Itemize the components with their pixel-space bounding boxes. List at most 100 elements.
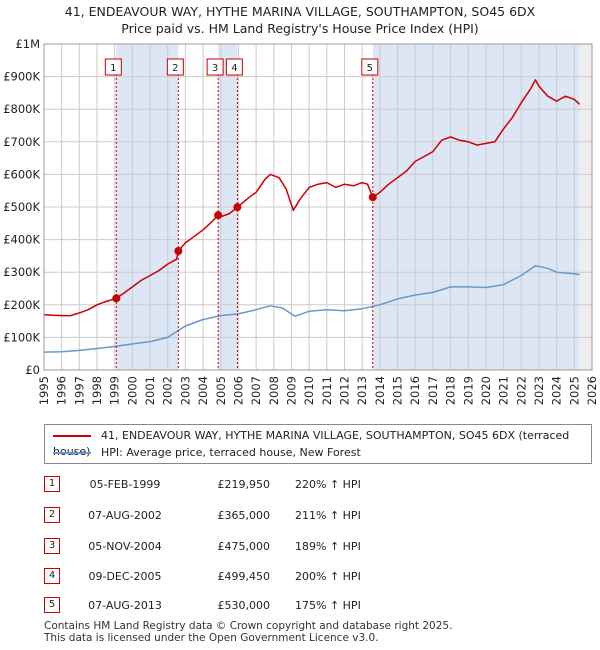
axes: £0 £100K £200K £300K £400K £500K £600K £700K £80… <box>3 37 599 405</box>
sale-2-badge-label: 2 <box>172 63 178 74</box>
x-tick-label: 2014 <box>373 376 387 405</box>
y-tick-label: £1M <box>15 37 40 51</box>
x-tick-label: 2006 <box>231 376 245 405</box>
x-tick-label: 2018 <box>444 376 458 405</box>
x-tick-label: 1997 <box>72 376 86 405</box>
plot-frame <box>43 43 593 371</box>
sale-hpi: 189% ↑ HPI <box>295 540 361 553</box>
legend-hpi-swatch <box>53 452 91 454</box>
sale-5-badge-label: 5 <box>367 63 373 74</box>
sale-price: £365,000 <box>217 509 271 522</box>
y-tick-label: £0 <box>25 363 40 377</box>
x-tick-label: 2017 <box>426 376 440 405</box>
x-tick-label: 2019 <box>461 376 475 405</box>
x-tick-label: 2009 <box>284 376 298 405</box>
y-tick-label: £200K <box>3 298 40 312</box>
y-tick-label: £700K <box>3 135 40 149</box>
footer-line-2: This data is licensed under the Open Gov… <box>44 632 379 644</box>
legend: 41, ENDEAVOUR WAY, HYTHE MARINA VILLAGE,… <box>44 424 592 464</box>
y-tick-label: £100K <box>3 330 40 344</box>
sale-date: 05-FEB-1999 <box>89 478 161 491</box>
sale-row-5: 5 07-AUG-2013 £530,000 175% ↑ HPI <box>0 595 600 619</box>
sale-badge: 5 <box>44 597 60 613</box>
sale-price: £219,950 <box>217 478 271 491</box>
sale-row-2: 2 07-AUG-2002 £365,000 211% ↑ HPI <box>0 505 600 529</box>
title-line-2: Price paid vs. HM Land Registry's House … <box>121 21 479 36</box>
y-tick-label: £600K <box>3 167 40 181</box>
sale-5-badge-box <box>361 58 379 76</box>
x-tick-label: 2013 <box>355 376 369 405</box>
sale-1-badge-label: 1 <box>110 63 116 74</box>
y-tick-label: £300K <box>3 265 40 279</box>
sale-hpi: 175% ↑ HPI <box>295 599 361 612</box>
sale-3-badge-box <box>206 58 224 76</box>
x-tick-label: 2022 <box>514 376 528 405</box>
sale-hpi: 220% ↑ HPI <box>295 478 361 491</box>
sale-3-badge-label: 3 <box>212 63 218 74</box>
x-tick-label: 2012 <box>338 376 352 405</box>
price-chart: 1 2 3 4 5 £0 £100K £200K £300K £400K £500K £600K £7… <box>3 37 599 405</box>
series-lines <box>43 79 581 353</box>
sale-price: £475,000 <box>217 540 271 553</box>
sale-5-marker <box>368 193 377 202</box>
legend-price-label: 41, ENDEAVOUR WAY, HYTHE MARINA VILLAGE,… <box>53 429 570 458</box>
footer-line-1: Contains HM Land Registry data © Crown c… <box>44 620 453 632</box>
y-tick-label: £500K <box>3 200 40 214</box>
sale-badge: 4 <box>44 568 60 584</box>
x-tick-label: 2026 <box>585 376 599 405</box>
legend-hpi-label: HPI: Average price, terraced house, New … <box>101 446 361 459</box>
x-tick-label: 2025 <box>567 376 581 405</box>
x-tick-label: 2007 <box>249 376 263 405</box>
x-tick-label: 2023 <box>532 376 546 405</box>
sale-badge: 3 <box>44 538 60 554</box>
sale-2-marker <box>174 247 183 256</box>
sale-4-badge-label: 4 <box>231 63 237 74</box>
x-tick-label: 1998 <box>90 376 104 405</box>
sale-date: 07-AUG-2013 <box>88 599 162 612</box>
sale-3-marker <box>214 211 223 220</box>
sale-date: 07-AUG-2002 <box>88 509 162 522</box>
sale-row-1: 1 05-FEB-1999 £219,950 220% ↑ HPI <box>0 474 600 498</box>
sale-row-3: 3 05-NOV-2004 £475,000 189% ↑ HPI <box>0 536 600 560</box>
sale-row-4: 4 09-DEC-2005 £499,450 200% ↑ HPI <box>0 566 600 590</box>
x-tick-label: 2004 <box>196 376 210 405</box>
sale-1-marker <box>112 294 121 303</box>
sale-4-marker <box>233 203 242 212</box>
sale-price: £530,000 <box>217 599 271 612</box>
sale-markers: 1 2 3 4 5 <box>104 58 379 370</box>
x-tick-label: 2001 <box>143 376 157 405</box>
hpi-line <box>43 264 580 353</box>
y-tick-label: £400K <box>3 233 40 247</box>
sale-badge: 2 <box>44 507 60 523</box>
legend-item-price: 41, ENDEAVOUR WAY, HYTHE MARINA VILLAGE,… <box>53 428 591 458</box>
sale-badge: 1 <box>44 476 60 492</box>
x-tick-label: 2016 <box>408 376 422 405</box>
x-tick-label: 1996 <box>55 376 69 405</box>
x-tick-label: 1999 <box>108 376 122 405</box>
sale-hpi: 200% ↑ HPI <box>295 570 361 583</box>
sale-date: 09-DEC-2005 <box>88 570 162 583</box>
sale-date: 05-NOV-2004 <box>88 540 162 553</box>
sale-price: £499,450 <box>217 570 271 583</box>
sale-hpi: 211% ↑ HPI <box>295 509 361 522</box>
x-tick-label: 2010 <box>302 376 316 405</box>
legend-price-swatch <box>53 435 91 437</box>
x-tick-label: 1995 <box>37 376 51 405</box>
chart-title: 41, ENDEAVOUR WAY, HYTHE MARINA VILLAGE,… <box>0 3 600 37</box>
x-tick-label: 2003 <box>178 376 192 405</box>
x-tick-label: 2024 <box>550 376 564 405</box>
sale-2-badge-box <box>166 58 184 76</box>
title-line-1: 41, ENDEAVOUR WAY, HYTHE MARINA VILLAGE,… <box>64 4 536 19</box>
x-tick-label: 2020 <box>479 376 493 405</box>
y-tick-label: £800K <box>3 102 40 116</box>
price-paid-line <box>43 79 581 317</box>
y-tick-label: £900K <box>3 70 40 84</box>
legend-item-hpi: HPI: Average price, terraced house, New … <box>53 445 361 461</box>
x-tick-label: 2008 <box>267 376 281 405</box>
sale-4-badge-box <box>225 58 243 76</box>
x-tick-label: 2000 <box>125 376 139 405</box>
x-tick-label: 2015 <box>391 376 405 405</box>
footer: Contains HM Land Registry data © Crown c… <box>44 620 452 644</box>
x-tick-label: 2011 <box>320 376 334 405</box>
x-tick-label: 2005 <box>214 376 228 405</box>
